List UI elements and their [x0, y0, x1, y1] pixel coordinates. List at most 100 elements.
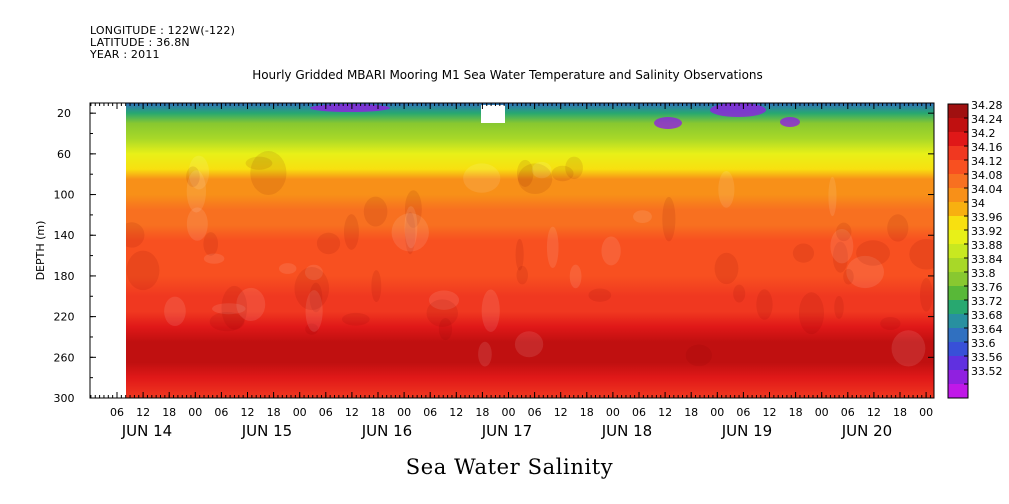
texture-blob [478, 341, 492, 367]
x-date-label: JUN 17 [481, 422, 532, 440]
texture-blob [186, 166, 200, 187]
plot-frame [89, 102, 935, 399]
colorbar-swatch [948, 314, 968, 329]
texture-blob [343, 214, 359, 250]
y-tick-label: 140 [54, 229, 75, 242]
colorbar-swatch [948, 118, 968, 133]
colorbar-label: 34.12 [971, 155, 1003, 168]
x-tick-label: 06 [319, 406, 333, 419]
x-tick-label: 06 [423, 406, 437, 419]
y-tick-label: 260 [54, 351, 75, 364]
texture-blob [633, 210, 652, 223]
colorbar-label: 33.96 [971, 211, 1003, 224]
low-salinity-patch [654, 117, 682, 129]
y-tick-label: 100 [54, 189, 75, 202]
texture-blob [236, 287, 266, 321]
colorbar: 34.2834.2434.234.1634.1234.0834.043433.9… [947, 99, 1003, 399]
colorbar-label: 33.88 [971, 239, 1003, 252]
texture-blob [516, 159, 534, 187]
x-tick-label: 06 [736, 406, 750, 419]
x-tick-label: 12 [136, 406, 150, 419]
texture-blob [278, 263, 297, 274]
x-tick-label: 12 [763, 406, 777, 419]
texture-blob [371, 270, 382, 303]
colorbar-swatch [948, 370, 968, 385]
x-tick-label: 12 [241, 406, 255, 419]
texture-blob [305, 323, 319, 335]
x-tick-label: 00 [919, 406, 933, 419]
colorbar-label: 33.6 [971, 337, 996, 350]
texture-blob [426, 299, 458, 327]
x-tick-label: 06 [214, 406, 228, 419]
x-date-label: JUN 18 [601, 422, 652, 440]
texture-blob [569, 264, 582, 289]
colorbar-label: 33.8 [971, 267, 996, 280]
x-tick-label: 06 [528, 406, 542, 419]
x-tick-label: 00 [188, 406, 202, 419]
texture-blob [792, 243, 815, 263]
texture-blob [756, 289, 773, 320]
texture-blob [565, 156, 583, 180]
colorbar-swatch [948, 342, 968, 357]
texture-blob [846, 255, 884, 289]
colorbar-swatch [948, 272, 968, 287]
texture-blob [212, 303, 246, 315]
x-tick-label: 00 [293, 406, 307, 419]
x-tick-label: 12 [449, 406, 463, 419]
x-tick-label: 06 [110, 406, 124, 419]
axes: 20 60 100 140 180 220 260 300 DEPTH (m) 06 12 18 00 0… [34, 102, 935, 440]
year-label: YEAR : 2011 [90, 48, 160, 61]
texture-blob [341, 312, 370, 326]
y-tick-label: 20 [57, 107, 71, 120]
longitude-label: LONGITUDE : 122W(-122) [90, 24, 236, 37]
texture-blob [832, 241, 848, 273]
texture-blob [798, 292, 825, 335]
texture-blob [463, 163, 501, 193]
texture-blob [856, 240, 890, 266]
colorbar-swatch [948, 132, 968, 147]
low-salinity-patch [710, 103, 766, 117]
texture-blob [164, 296, 186, 326]
colorbar-swatch [948, 328, 968, 343]
x-tick-label: 18 [893, 406, 907, 419]
colorbar-label: 33.72 [971, 295, 1003, 308]
texture-blob [551, 165, 574, 182]
x-date-label: JUN 14 [121, 422, 172, 440]
chart-title: Hourly Gridded MBARI Mooring M1 Sea Wate… [252, 68, 763, 82]
y-tick-label: 60 [57, 148, 71, 161]
colorbar-label: 33.56 [971, 351, 1003, 364]
x-tick-label: 18 [789, 406, 803, 419]
y-axis-label: DEPTH (m) [34, 221, 47, 281]
x-tick-label: 18 [267, 406, 281, 419]
texture-blob [662, 196, 676, 242]
texture-blob [714, 252, 739, 285]
colorbar-label: 34.28 [971, 99, 1003, 112]
colorbar-swatch [948, 300, 968, 315]
colorbar-swatch [948, 356, 968, 371]
texture-blob [909, 238, 934, 270]
colorbar-label: 33.92 [971, 225, 1003, 238]
texture-blob [546, 226, 559, 269]
x-tick-label: 12 [554, 406, 568, 419]
texture-blob [304, 264, 323, 281]
x-tick-label: 00 [606, 406, 620, 419]
texture-blob [514, 331, 544, 358]
x-tick-label: 00 [502, 406, 516, 419]
colorbar-label: 34.2 [971, 127, 996, 140]
texture-blob [733, 284, 746, 303]
texture-blob [531, 161, 552, 179]
texture-blob [828, 176, 837, 217]
colorbar-label: 33.64 [971, 323, 1003, 336]
texture-blob [316, 232, 341, 255]
x-tick-label: 18 [371, 406, 385, 419]
texture-blob [186, 170, 207, 213]
x-tick-label: 18 [475, 406, 489, 419]
colorbar-swatch [948, 216, 968, 231]
texture-blob [363, 196, 388, 227]
texture-blob [880, 317, 901, 331]
texture-blob [404, 206, 418, 249]
texture-blob [887, 214, 909, 242]
x-tick-label: 00 [397, 406, 411, 419]
colorbar-label: 34.04 [971, 183, 1003, 196]
